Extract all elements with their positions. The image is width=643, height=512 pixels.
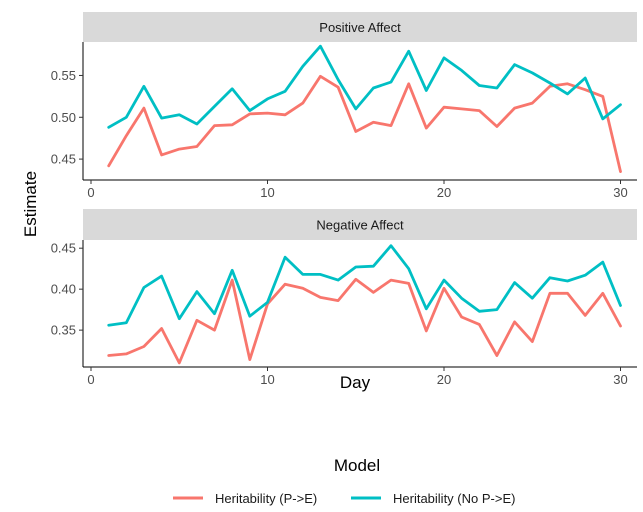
panel-title: Positive Affect (319, 20, 401, 35)
x-tick-label: 30 (613, 372, 627, 387)
y-tick-label: 0.55 (51, 68, 76, 83)
series-line-heritability-p-e (107, 74, 622, 174)
y-tick-label: 0.45 (51, 152, 76, 167)
series-line-heritability-no-p-e (107, 44, 622, 129)
x-tick-label: 30 (613, 185, 627, 200)
panel-strip (83, 209, 637, 240)
panel-1: Positive Affect 0.45 0.50 0.55 0 10 20 30 (51, 12, 637, 200)
x-axis-title: Day (340, 373, 371, 392)
series-line-heritability-p-e (107, 277, 622, 365)
series-line-heritability-no-p-e (107, 244, 622, 327)
x-tick-label: 10 (260, 372, 274, 387)
y-tick-label: 0.45 (51, 241, 76, 256)
x-tick-label: 20 (437, 185, 451, 200)
legend-label-1: Heritability (P->E) (215, 491, 317, 506)
y-axis-title: Estimate (21, 171, 40, 237)
x-tick-label: 10 (260, 185, 274, 200)
legend-label-2: Heritability (No P->E) (393, 491, 515, 506)
y-tick-label: 0.50 (51, 110, 76, 125)
x-tick-label: 0 (87, 372, 94, 387)
legend: Heritability (P->E) Heritability (No P->E… (173, 491, 515, 506)
y-tick-label: 0.40 (51, 282, 76, 297)
panel-strip (83, 12, 637, 42)
x-tick-label: 20 (437, 372, 451, 387)
legend-title: Model (334, 456, 380, 475)
panel-2: Negative Affect 0.35 0.40 0.45 0 10 20 30 (51, 209, 637, 387)
y-tick-label: 0.35 (51, 323, 76, 338)
x-tick-label: 0 (87, 185, 94, 200)
panel-title: Negative Affect (316, 218, 404, 233)
